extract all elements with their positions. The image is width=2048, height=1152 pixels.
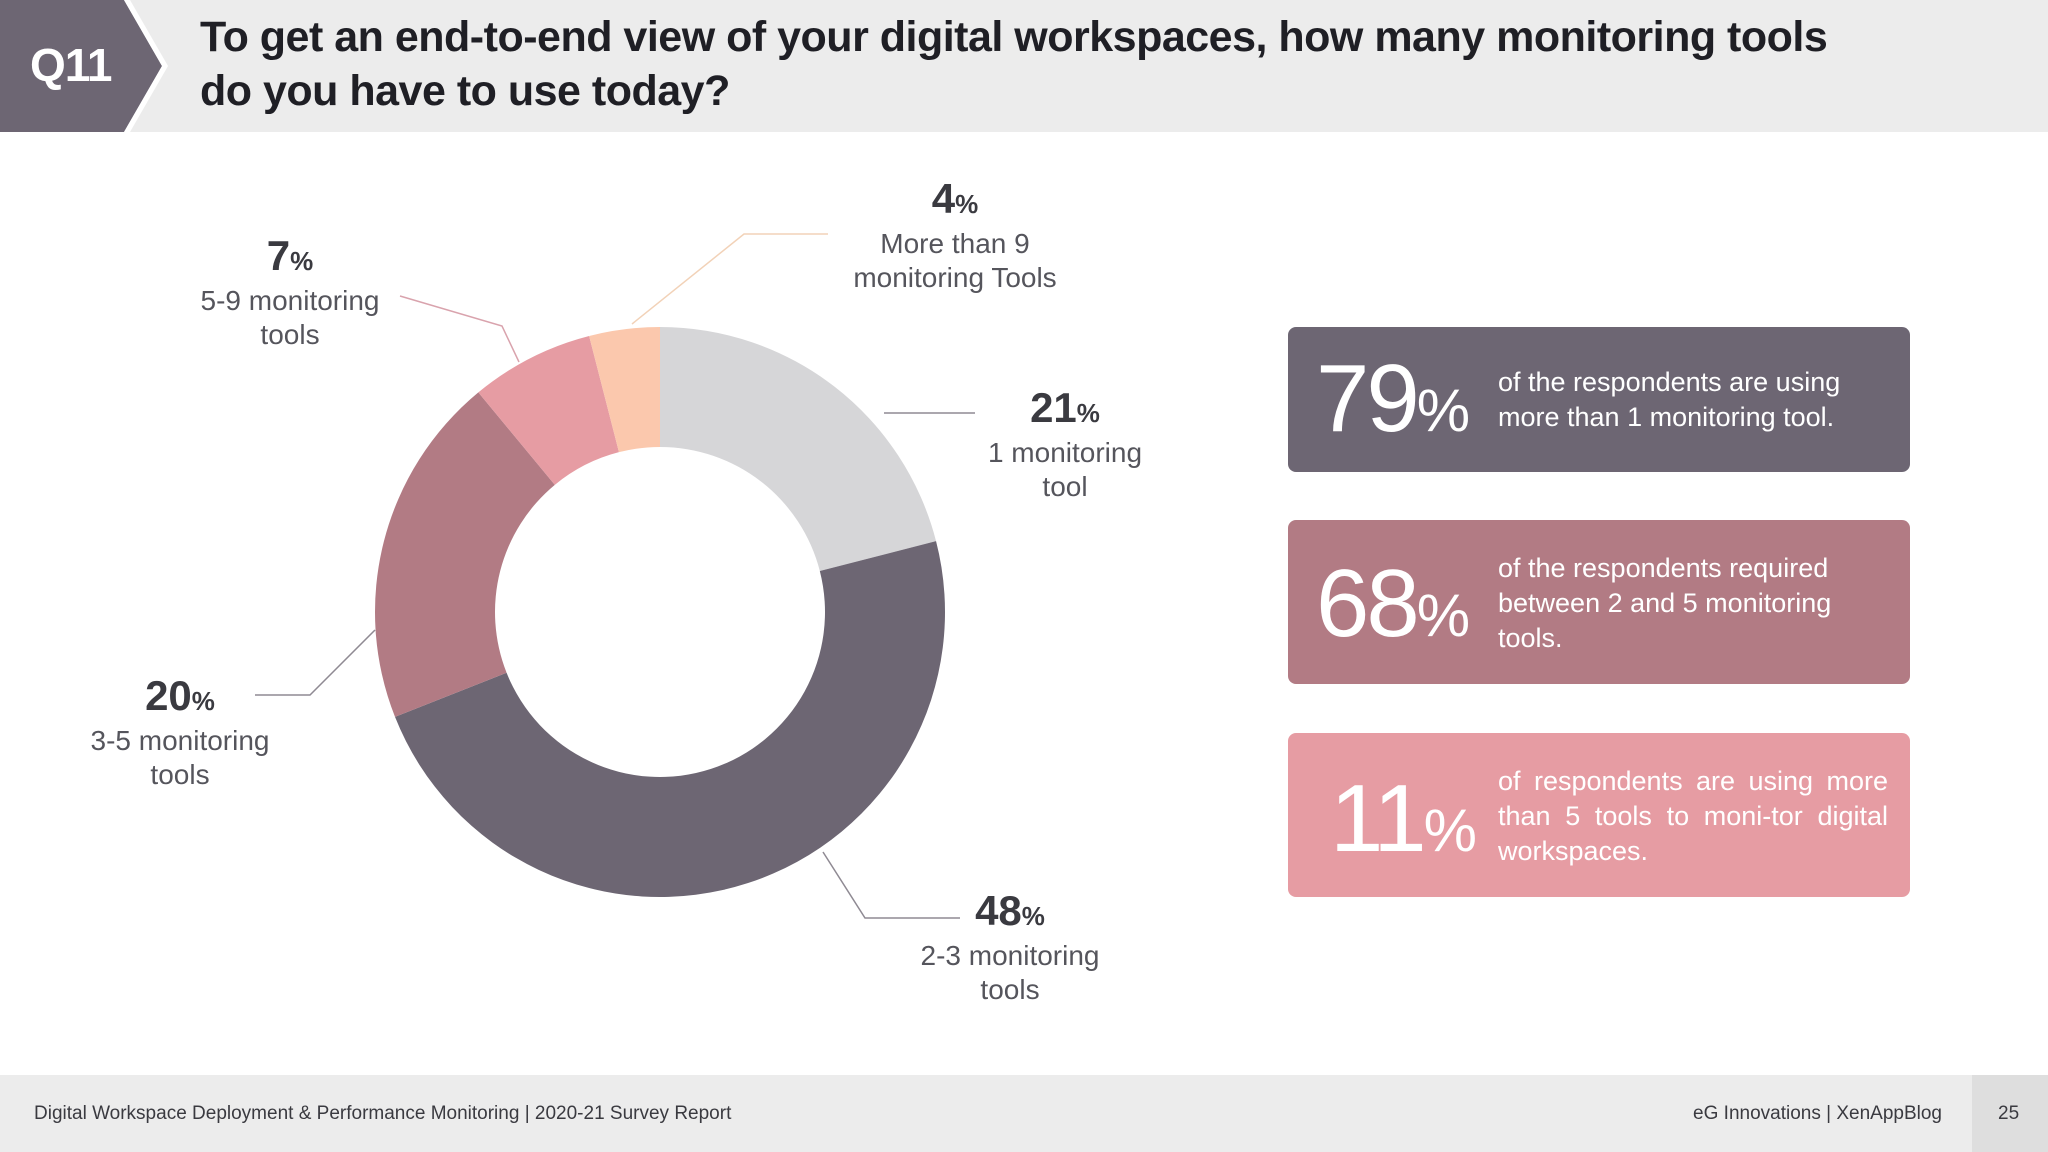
slice-category-label-2-line-1: 2-3 monitoring [921, 940, 1100, 971]
leader-line-5 [631, 233, 828, 325]
stat-text-1: of the respondents are using more than 1… [1498, 367, 1841, 432]
page-number-box: 25 [1972, 1075, 2048, 1152]
slice-value-label-2: 48% [975, 887, 1045, 934]
stat-value-2: 68% [1316, 550, 1471, 657]
slice-category-label-1-line-2: tool [1042, 471, 1087, 502]
donut-slice-2 [395, 541, 946, 898]
stat-value-3: 11% [1330, 765, 1478, 872]
donut-slice-3 [374, 392, 555, 717]
stat-card-3: 11% of respondents are using more than 5… [1288, 733, 1910, 897]
slice-category-label-3-line-2: tools [150, 759, 209, 790]
footer-bar: Digital Workspace Deployment & Performan… [0, 1075, 2048, 1152]
slice-category-label-4-line-2: tools [260, 319, 319, 350]
stat-card-1: 79% of the respondents are using more th… [1288, 327, 1910, 472]
leader-line-4 [399, 295, 520, 363]
donut-slice-5 [589, 327, 660, 453]
slice-value-label-5: 4% [932, 175, 978, 222]
slice-category-label-4-line-1: 5-9 monitoring [201, 285, 380, 316]
slice-value-label-4: 7% [267, 232, 313, 279]
question-number: Q11 [30, 39, 112, 91]
slice-value-label-3: 20% [145, 672, 215, 719]
report-title: Digital Workspace Deployment & Performan… [34, 1103, 732, 1124]
stat-text-2: of the respondents required between 2 an… [1498, 553, 1832, 653]
stat-text-3: of respondents are using more than 5 too… [1498, 766, 1888, 866]
slice-category-label-5-line-1: More than 9 [880, 228, 1029, 259]
title-line-2: do you have to use today? [200, 67, 730, 115]
stat-card-2: 68% of the respondents required between … [1288, 520, 1910, 684]
slice-category-label-5-line-2: monitoring Tools [853, 262, 1056, 293]
stat-value-1: 79% [1316, 345, 1471, 452]
question-tag: Q11 [0, 0, 162, 132]
donut-slice-4 [478, 335, 619, 485]
slice-category-label-2-line-2: tools [980, 974, 1039, 1005]
donut-slice-1 [660, 327, 937, 571]
title-line-1: To get an end-to-end view of your digita… [200, 13, 1828, 61]
brand-credits: eG Innovations | XenAppBlog [1693, 1103, 1942, 1124]
page-title: To get an end-to-end view of your digita… [200, 10, 2000, 118]
slice-category-label-3-line-1: 3-5 monitoring [91, 725, 270, 756]
page-number: 25 [1998, 1103, 2020, 1124]
header-bar: Q11 To get an end-to-end view of your di… [0, 0, 2048, 132]
leader-line-3 [255, 629, 376, 696]
leader-line-2 [822, 851, 960, 919]
slice-category-label-1-line-1: 1 monitoring [988, 437, 1142, 468]
slice-value-label-1: 21% [1030, 384, 1100, 431]
